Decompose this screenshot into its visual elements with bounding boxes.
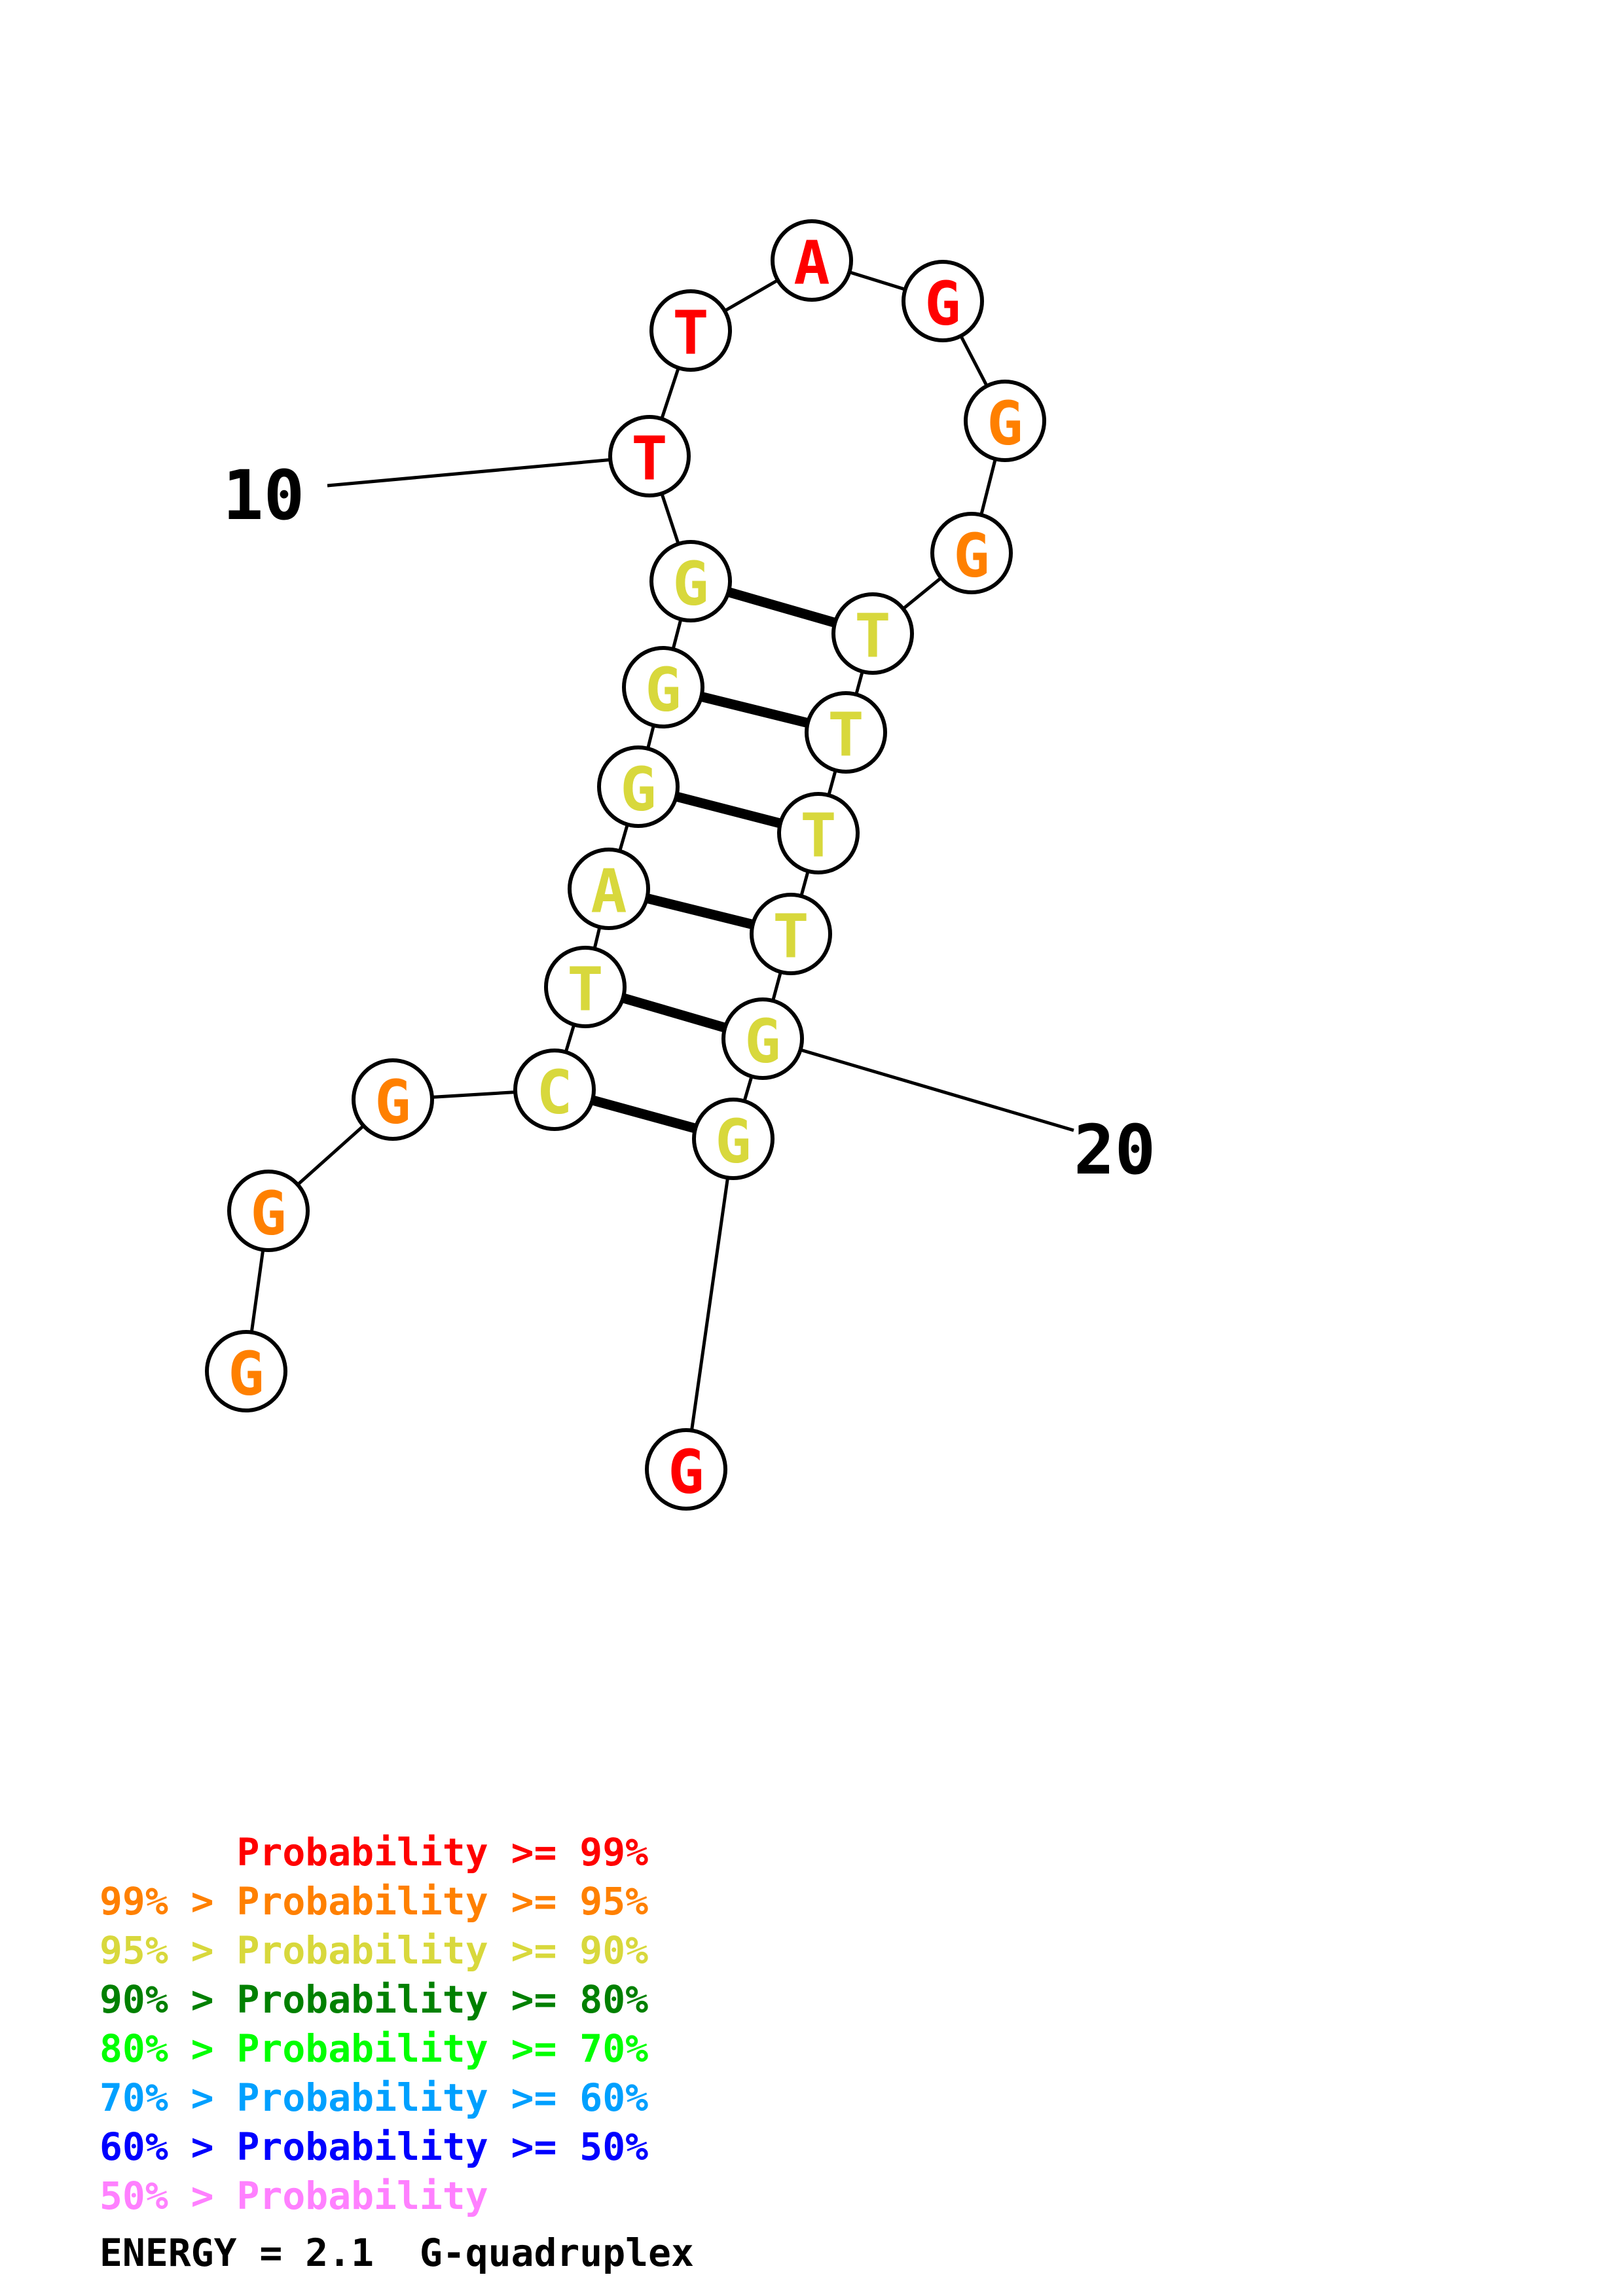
nucleotide-letter: T — [800, 801, 836, 871]
nucleotide-circle — [777, 792, 860, 874]
nucleotide-circle — [805, 691, 887, 774]
nucleotide-letter: G — [672, 549, 708, 619]
position-label-lines — [327, 454, 1074, 1132]
nucleotide-letter: G — [987, 389, 1023, 459]
nucleotide-circle — [597, 745, 680, 828]
position-label-line-10 — [327, 454, 650, 488]
legend-line-7: 60% > Probability >= 50% — [100, 2125, 648, 2169]
nucleotide-circle — [930, 512, 1013, 594]
legend-line-3: 95% > Probability >= 90% — [100, 1928, 648, 1973]
nucleotide-letter: G — [228, 1339, 264, 1409]
nucleotide-8: G — [622, 646, 704, 728]
nucleotide-letter: T — [828, 700, 864, 770]
nucleotide-circle — [352, 1058, 434, 1141]
nucleotide-circle — [692, 1098, 775, 1180]
nucleotide-5: T — [544, 946, 627, 1028]
nucleotide-21: G — [692, 1098, 775, 1180]
nucleotide-letter: G — [924, 269, 960, 339]
probability-legend: Probability >= 99% 99% > Probability >= … — [100, 1830, 694, 2275]
legend-line-5: 80% > Probability >= 70% — [100, 2026, 648, 2071]
nucleotide-letter: G — [250, 1179, 286, 1249]
nucleotide-11: T — [649, 289, 732, 372]
nucleotide-15: G — [930, 512, 1013, 594]
nucleotide-circle — [649, 540, 732, 622]
nucleotide-letter: T — [567, 955, 603, 1025]
nucleotide-18: T — [777, 792, 860, 874]
nucleotide-circle — [513, 1049, 596, 1131]
nucleotide-letter: G — [645, 655, 681, 725]
nucleotide-7: G — [597, 745, 680, 828]
position-label-20: 20 — [1074, 1110, 1156, 1190]
position-label-line-20 — [762, 1037, 1074, 1132]
nucleotide-10: T — [608, 415, 691, 497]
nucleotide-circle — [622, 646, 704, 728]
nucleotide-circle — [227, 1170, 310, 1252]
nucleotide-letter: G — [374, 1067, 410, 1138]
nucleotide-circle — [964, 380, 1046, 462]
nucleotide-letter: T — [773, 902, 809, 972]
position-labels: 10 20 — [223, 456, 1156, 1190]
legend-line-6: 70% > Probability >= 60% — [100, 2075, 648, 2120]
nucleotide-6: A — [568, 848, 650, 930]
nucleotide-letter: A — [591, 857, 627, 927]
nucleotide-letter: G — [744, 1007, 780, 1077]
nucleotide-letter: G — [715, 1107, 751, 1177]
nucleotide-circle — [205, 1330, 287, 1412]
backbone-segment — [684, 1138, 735, 1470]
nucleotide-letter: T — [854, 601, 890, 672]
nucleotide-1: G — [205, 1330, 287, 1412]
nucleotide-17: T — [805, 691, 887, 774]
nucleotide-22: G — [645, 1428, 727, 1511]
nucleotide-circle — [568, 848, 650, 930]
legend-line-1: Probability >= 99% — [100, 1830, 648, 1874]
nucleotide-12: A — [771, 219, 853, 302]
position-label-10: 10 — [223, 456, 304, 535]
nucleotide-3: G — [352, 1058, 434, 1141]
nucleotide-circle — [649, 289, 732, 372]
nucleotide-letter: G — [668, 1437, 704, 1507]
legend-line-4: 90% > Probability >= 80% — [100, 1977, 648, 2022]
nucleotide-14: G — [964, 380, 1046, 462]
legend-line-2: 99% > Probability >= 95% — [100, 1879, 648, 1924]
nucleotide-16: T — [831, 592, 914, 675]
energy-label: ENERGY = 2.1 G-quadruplex — [100, 2231, 694, 2275]
nucleotide-letter: A — [793, 228, 830, 298]
nucleotide-20: G — [721, 997, 804, 1080]
nucleotide-letter: G — [953, 521, 989, 591]
nucleotide-letter: C — [536, 1058, 572, 1128]
nucleotide-circle — [544, 946, 627, 1028]
nucleotide-circle — [902, 260, 984, 342]
nucleotide-circle — [831, 592, 914, 675]
nucleotide-4: C — [513, 1049, 596, 1131]
nucleotide-letter: G — [620, 755, 656, 825]
nucleotide-circle — [608, 415, 691, 497]
nucleotide-9: G — [649, 540, 732, 622]
nucleotide-13: G — [902, 260, 984, 342]
legend-line-8: 50% > Probability — [100, 2174, 488, 2218]
nucleotide-circle — [721, 997, 804, 1080]
nucleotide-letter: T — [672, 298, 708, 368]
nucleotide-circle — [750, 893, 832, 975]
nucleotide-19: T — [750, 893, 832, 975]
nucleotide-2: G — [227, 1170, 310, 1252]
nucleotide-circle — [645, 1428, 727, 1511]
nucleotide-letter: T — [631, 424, 667, 494]
nucleotide-circle — [771, 219, 853, 302]
